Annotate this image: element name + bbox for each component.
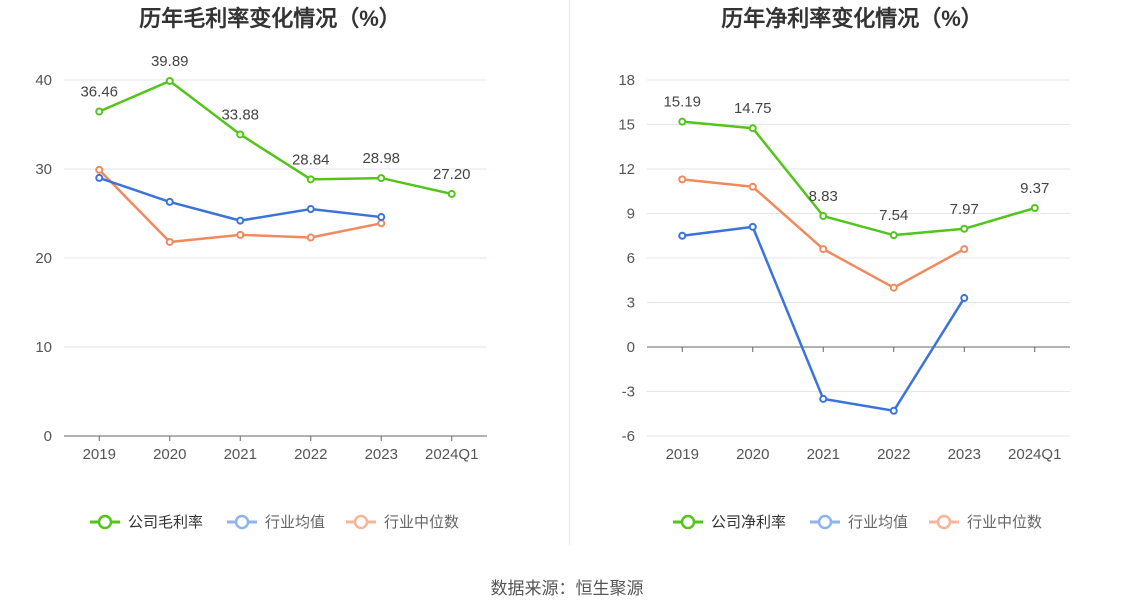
gross-data-point (377, 213, 386, 222)
net-y-tick-label: 9 (627, 206, 635, 223)
chart-divider (569, 0, 570, 545)
gross-data-label: 36.46 (80, 84, 118, 101)
gross-data-point (447, 189, 456, 198)
net-data-point (889, 231, 898, 240)
data-source-text: 数据来源：恒生聚源 (490, 579, 644, 598)
net-data-point (819, 394, 828, 403)
net-x-tick-label: 2019 (666, 446, 699, 463)
gross-x-tick-label: 2020 (153, 446, 186, 463)
net-data-point (678, 175, 687, 184)
gross-y-tick-label: 20 (35, 250, 52, 267)
net-x-tick-label: 2022 (877, 446, 910, 463)
net-data-point (1030, 204, 1039, 213)
net-data-point (889, 406, 898, 415)
legend-label: 公司毛利率 (128, 514, 203, 531)
gross-data-point (95, 173, 104, 182)
net-data-point (748, 222, 757, 231)
net-x-tick-label: 2021 (807, 446, 840, 463)
net-y-tick-label: 3 (627, 295, 635, 312)
gross-data-point (165, 76, 174, 85)
net-y-tick-label: -3 (622, 384, 635, 401)
gross-legend-item-1[interactable]: 行业均值 (227, 514, 325, 531)
gross-x-tick-label: 2021 (224, 446, 257, 463)
gross-data-point (306, 175, 315, 184)
net-y-tick-label: 18 (618, 72, 635, 89)
legend-label: 行业中位数 (384, 514, 459, 531)
net-data-point (748, 124, 757, 133)
gross-x-tick-label: 2023 (365, 446, 398, 463)
net-x-tick-label: 2023 (948, 446, 981, 463)
net-x-tick-label: 2024Q1 (1008, 446, 1061, 463)
net-data-point (819, 212, 828, 221)
gross-data-point (236, 130, 245, 139)
gross-data-label: 28.98 (362, 150, 400, 167)
gross-y-tick-label: 30 (35, 161, 52, 178)
gross-data-point (165, 197, 174, 206)
net-margin-chart-svg: 历年净利率变化情况（%） 18 15 12 9 6 3 0 -3 -6 2019 2020 2021 20… (618, 6, 1070, 531)
gross-data-point (236, 230, 245, 239)
net-data-label: 8.83 (809, 188, 838, 205)
net-y-tick-label: 12 (618, 161, 635, 178)
net-data-point (960, 245, 969, 254)
gross-legend-item-0[interactable]: 公司毛利率 (90, 514, 203, 531)
gross-margin-chart-svg: 历年毛利率变化情况（%） 40 30 20 10 0 2019 2020 2021 2022 202… (35, 6, 487, 531)
legend-label: 行业均值 (265, 514, 325, 531)
gross-x-tick-label: 2022 (294, 446, 327, 463)
net-y-tick-label: 0 (627, 339, 635, 356)
net-data-point (678, 117, 687, 126)
gross-margin-chart: 历年毛利率变化情况（%） 40 30 20 10 0 2019 2020 2021 2022 202… (0, 0, 567, 560)
net-data-label: 15.19 (663, 94, 701, 111)
gross-data-point (236, 216, 245, 225)
gross-x-tick-label: 2024Q1 (425, 446, 478, 463)
net-y-tick-label: 15 (618, 117, 635, 134)
gross-data-point (306, 205, 315, 214)
net-data-point (748, 182, 757, 191)
net-series-line-1 (682, 225, 966, 413)
legend-label: 行业中位数 (967, 514, 1042, 531)
net-margin-chart: 历年净利率变化情况（%） 18 15 12 9 6 3 0 -3 -6 2019 2020 2021 20… (567, 0, 1134, 560)
net-chart-title: 历年净利率变化情况（%） (721, 6, 983, 31)
net-data-point (889, 283, 898, 292)
legend-label: 行业均值 (848, 514, 908, 531)
net-data-label: 7.54 (879, 207, 908, 224)
net-data-point (960, 224, 969, 233)
net-data-label: 7.97 (950, 201, 979, 218)
legend-marker (97, 514, 113, 530)
gross-data-point (95, 107, 104, 116)
gross-data-point (377, 174, 386, 183)
legend-marker (936, 514, 952, 530)
gross-data-point (165, 237, 174, 246)
net-y-tick-label: -6 (622, 428, 635, 445)
legend-marker (680, 514, 696, 530)
gross-chart-title: 历年毛利率变化情况（%） (139, 6, 401, 31)
legend-label: 公司净利率 (711, 514, 786, 531)
net-data-point (678, 231, 687, 240)
net-x-tick-label: 2020 (736, 446, 769, 463)
legend-marker (234, 514, 250, 530)
net-data-point (819, 245, 828, 254)
gross-y-tick-label: 40 (35, 72, 52, 89)
gross-data-point (95, 165, 104, 174)
gross-data-label: 33.88 (221, 106, 259, 123)
net-legend-item-1[interactable]: 行业均值 (810, 514, 908, 531)
net-data-label: 9.37 (1020, 180, 1049, 197)
net-legend-item-2[interactable]: 行业中位数 (929, 514, 1042, 531)
legend-marker (817, 514, 833, 530)
gross-legend-item-2[interactable]: 行业中位数 (346, 514, 459, 531)
gross-data-point (306, 233, 315, 242)
legend-marker (353, 514, 369, 530)
gross-data-label: 27.20 (433, 166, 471, 183)
net-series-line-0 (682, 120, 1036, 237)
gross-series-line-0 (98, 79, 453, 196)
gross-y-tick-label: 0 (44, 428, 52, 445)
net-data-point (960, 294, 969, 303)
gross-x-tick-label: 2019 (83, 446, 116, 463)
gross-data-point (377, 219, 386, 228)
gross-y-tick-label: 10 (35, 339, 52, 356)
net-y-tick-label: 6 (627, 250, 635, 267)
net-data-label: 14.75 (734, 100, 772, 117)
gross-data-label: 39.89 (151, 53, 189, 70)
gross-data-label: 28.84 (292, 151, 330, 168)
net-legend-item-0[interactable]: 公司净利率 (673, 514, 786, 531)
